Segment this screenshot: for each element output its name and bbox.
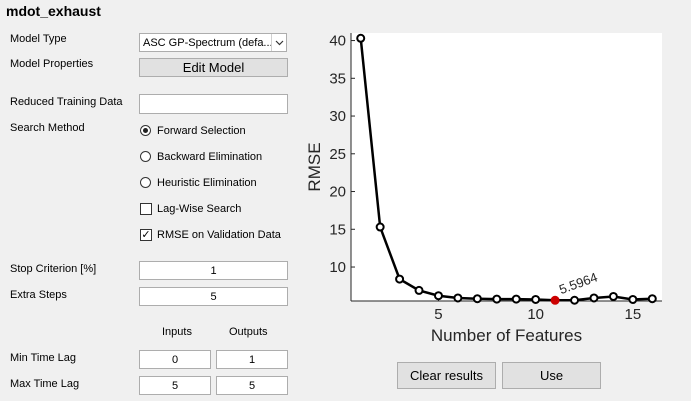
min-time-lag-outputs-field[interactable]: 1	[216, 350, 288, 369]
check-mark-icon: ✓	[141, 229, 151, 241]
forward-selection-label[interactable]: Forward Selection	[157, 125, 246, 137]
data-point	[531, 294, 541, 304]
forward-selection-radio[interactable]	[140, 125, 151, 136]
model-properties-label: Model Properties	[10, 58, 94, 70]
data-point	[453, 293, 463, 303]
x-tick-label: 15	[625, 306, 642, 323]
reduced-training-data-field[interactable]	[139, 94, 288, 114]
extra-steps-field[interactable]: 5	[139, 287, 288, 306]
model-type-label: Model Type	[10, 33, 67, 45]
heuristic-elimination-label[interactable]: Heuristic Elimination	[157, 177, 257, 189]
clear-results-button[interactable]: Clear results	[397, 362, 496, 389]
min-time-lag-inputs-field[interactable]: 0	[139, 350, 211, 369]
data-point	[433, 291, 443, 301]
stop-criterion-label: Stop Criterion [%]	[10, 263, 97, 275]
reduced-training-data-label: Reduced Training Data	[10, 96, 123, 108]
y-tick-label: 20	[329, 184, 346, 201]
data-point	[492, 294, 502, 304]
y-axis-label: RMSE	[305, 142, 324, 191]
backward-elimination-label[interactable]: Backward Elimination	[157, 151, 263, 163]
x-tick-label: 10	[527, 306, 544, 323]
data-point	[647, 294, 657, 304]
chevron-down-icon[interactable]	[271, 34, 286, 51]
x-tick-label: 5	[434, 306, 442, 323]
model-type-dropdown[interactable]: ASC GP-Spectrum (defa...	[139, 33, 287, 52]
data-point	[511, 294, 521, 304]
data-point	[608, 291, 618, 301]
y-tick-label: 25	[329, 146, 346, 163]
rmse-line	[359, 38, 653, 302]
rmse-validation-checkbox[interactable]: ✓	[140, 229, 152, 241]
rmse-chart: 10 15 20 25 30 35 40 5 10 15 Number of Features RMS…	[305, 33, 662, 345]
heuristic-elimination-radio[interactable]	[140, 177, 151, 188]
model-type-value: ASC GP-Spectrum (defa...	[143, 36, 271, 49]
search-method-label: Search Method	[10, 122, 85, 134]
data-point	[472, 294, 482, 304]
data-point	[395, 274, 405, 284]
data-point	[589, 293, 599, 303]
extra-steps-label: Extra Steps	[10, 289, 67, 301]
edit-model-button[interactable]: Edit Model	[139, 58, 288, 77]
max-time-lag-inputs-field[interactable]: 5	[139, 376, 211, 395]
use-button[interactable]: Use	[502, 362, 601, 389]
backward-elimination-radio[interactable]	[140, 151, 151, 162]
y-tick-label: 40	[329, 33, 346, 50]
rmse-validation-label[interactable]: RMSE on Validation Data	[157, 229, 281, 241]
data-point	[356, 33, 366, 43]
y-tick-label: 35	[329, 70, 346, 87]
data-point	[628, 294, 638, 304]
inputs-header: Inputs	[162, 326, 192, 338]
data-point	[570, 295, 580, 305]
max-time-lag-label: Max Time Lag	[10, 378, 80, 390]
min-time-lag-label: Min Time Lag	[10, 352, 77, 364]
plot-area	[351, 33, 662, 301]
data-point	[375, 222, 385, 232]
selected-point	[550, 295, 560, 305]
y-tick-label: 30	[329, 108, 346, 125]
x-axis-label: Number of Features	[431, 326, 582, 345]
lag-wise-search-label[interactable]: Lag-Wise Search	[157, 203, 242, 215]
stop-criterion-field[interactable]: 1	[139, 261, 288, 280]
y-tick-label: 10	[329, 259, 346, 276]
outputs-header: Outputs	[229, 326, 268, 338]
y-tick-label: 15	[329, 221, 346, 238]
lag-wise-search-checkbox[interactable]	[140, 203, 152, 215]
data-point	[414, 285, 424, 295]
panel-title: mdot_exhaust	[6, 3, 101, 19]
max-time-lag-outputs-field[interactable]: 5	[216, 376, 288, 395]
